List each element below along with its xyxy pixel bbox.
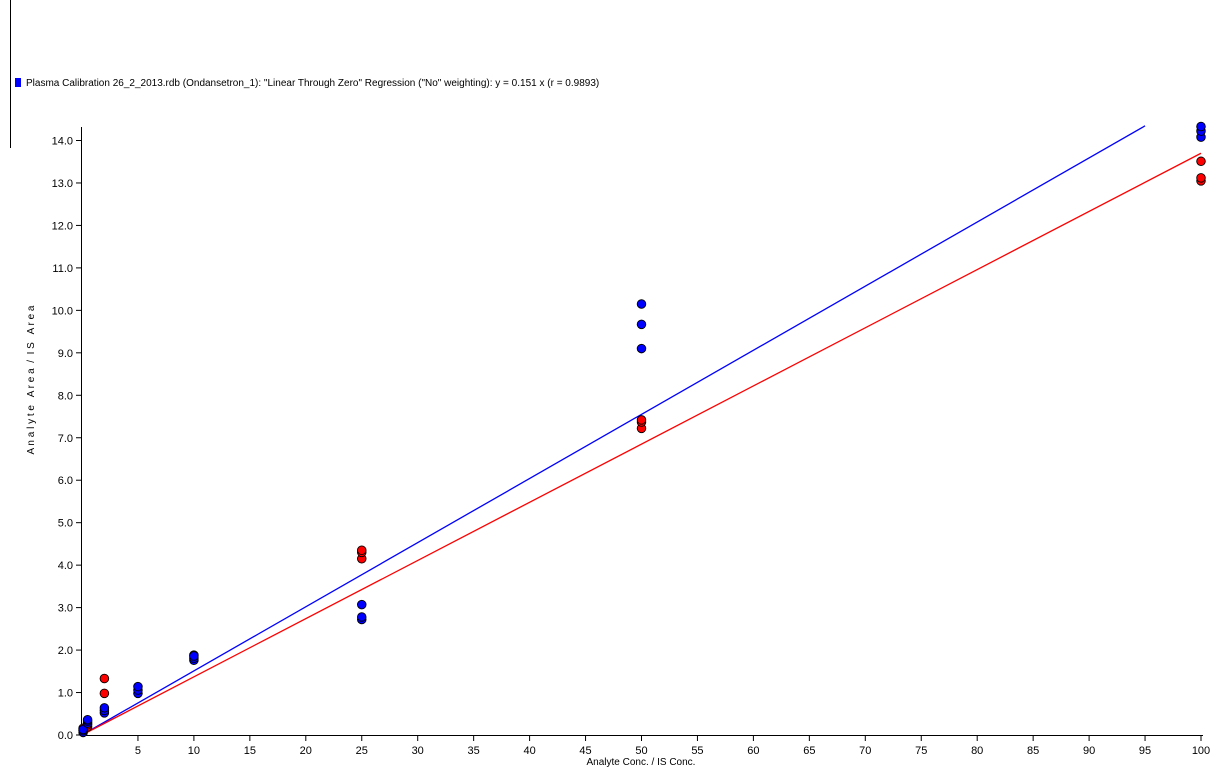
data-point-series-1 — [133, 681, 143, 692]
x-ticks: 5 10 15 20 25 30 35 40 45 50 55 60 65 70 75 80 85 90 95 100 — [135, 735, 1210, 757]
data-point-series-1 — [99, 703, 110, 713]
x-axis-title: Analyte Conc. / IS Conc. — [587, 757, 696, 768]
data-point-series-1 — [357, 599, 367, 610]
data-point-series-2 — [357, 545, 367, 556]
y-ticks: 0.0 1.0 2.0 3.0 4.0 5.0 6.0 7.0 8.0 9.0 10.0 11.0 12… — [52, 136, 82, 742]
x-tick-label: 95 — [1139, 745, 1151, 757]
data-point-series-2 — [99, 688, 110, 699]
data-point-series-1 — [189, 651, 199, 661]
x-tick-label: 85 — [1027, 745, 1039, 757]
y-tick-label: 7.0 — [58, 433, 73, 445]
regression-line-2 — [81, 152, 1202, 736]
x-tick-label: 80 — [971, 745, 983, 757]
data-point-series-2 — [99, 673, 110, 684]
legend-marker — [15, 78, 21, 87]
y-tick-label: 13.0 — [52, 178, 73, 190]
data-point-series-1 — [357, 612, 367, 622]
x-tick-label: 70 — [859, 745, 871, 757]
data-point-series-1 — [636, 319, 647, 330]
x-tick-label: 60 — [747, 745, 759, 757]
x-tick-label: 45 — [579, 745, 591, 757]
x-tick-label: 10 — [188, 745, 200, 757]
y-tick-label: 14.0 — [52, 136, 73, 148]
data-point-series-1 — [1196, 121, 1206, 132]
x-tick-label: 30 — [412, 745, 424, 757]
y-tick-label: 5.0 — [58, 518, 73, 530]
y-tick-label: 8.0 — [58, 390, 73, 402]
x-tick-label: 15 — [244, 745, 256, 757]
x-tick-label: 35 — [468, 745, 480, 757]
y-tick-label: 1.0 — [58, 688, 73, 700]
axes: 0.0 1.0 2.0 3.0 4.0 5.0 6.0 7.0 8.0 9.0 10.0 11.0 12… — [26, 127, 1210, 768]
x-tick-label: 50 — [635, 745, 647, 757]
x-tick-label: 65 — [803, 745, 815, 757]
data-point-series-1 — [82, 714, 93, 725]
data-point-series-2 — [1196, 156, 1206, 167]
y-tick-label: 4.0 — [58, 560, 73, 572]
y-tick-label: 3.0 — [58, 603, 73, 615]
y-tick-label: 11.0 — [52, 263, 73, 275]
data-points — [78, 121, 1206, 738]
data-point-series-2 — [1196, 173, 1206, 183]
y-tick-label: 2.0 — [58, 645, 73, 657]
x-tick-label: 75 — [915, 745, 927, 757]
x-tick-label: 55 — [691, 745, 703, 757]
legend: Plasma Calibration 26_2_2013.rdb (Ondans… — [10, 0, 599, 148]
regression-lines — [81, 125, 1202, 736]
x-tick-label: 90 — [1083, 745, 1095, 757]
data-point-series-1 — [636, 343, 647, 354]
y-tick-label: 10.0 — [52, 305, 73, 317]
x-tick-label: 25 — [356, 745, 368, 757]
x-tick-label: 40 — [523, 745, 535, 757]
y-tick-label: 0.0 — [58, 730, 73, 742]
x-tick-label: 5 — [135, 745, 141, 757]
data-point-series-2 — [636, 415, 647, 425]
x-tick-label: 20 — [300, 745, 312, 757]
data-point-series-1 — [636, 299, 647, 309]
legend-text: Plasma Calibration 26_2_2013.rdb (Ondans… — [26, 78, 599, 89]
y-tick-label: 9.0 — [58, 348, 73, 360]
y-axis-title: A n a l y t e A r e a / I S A r e a — [26, 305, 37, 454]
regression-line-1 — [81, 125, 1146, 736]
data-point-series-1 — [78, 724, 88, 735]
y-tick-label: 6.0 — [58, 475, 73, 487]
y-tick-label: 12.0 — [52, 220, 73, 232]
x-tick-label: 100 — [1192, 745, 1210, 757]
